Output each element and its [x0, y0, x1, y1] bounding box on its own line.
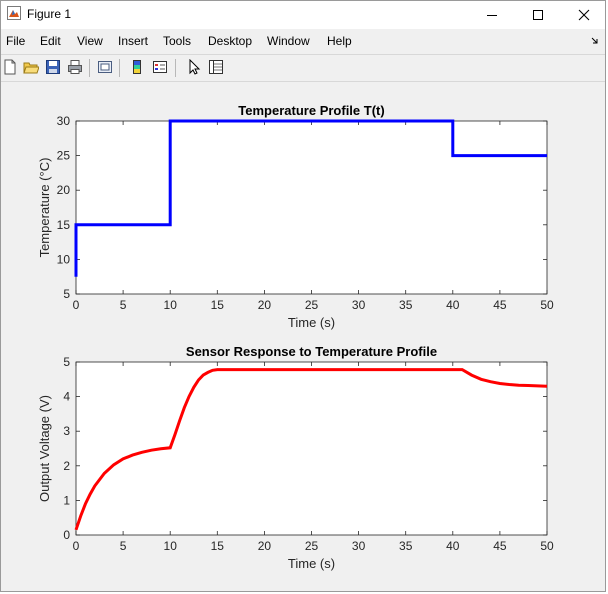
close-icon	[578, 9, 590, 21]
new-figure-icon	[4, 59, 16, 75]
title-bar[interactable]: Figure 1	[1, 1, 605, 29]
x-tick-label: 35	[399, 298, 413, 312]
save-icon	[46, 60, 60, 74]
menu-edit[interactable]: Edit	[40, 34, 61, 48]
y-tick-label: 25	[57, 149, 71, 163]
x-axis-label: Time (s)	[288, 556, 335, 571]
window-title: Figure 1	[27, 7, 72, 21]
x-tick-label: 30	[352, 298, 366, 312]
minimize-button[interactable]	[469, 1, 515, 29]
y-tick-label: 2	[63, 459, 70, 473]
property-inspector-icon	[209, 60, 223, 74]
x-tick-label: 40	[446, 539, 460, 553]
y-tick-label: 10	[57, 252, 71, 266]
print-icon	[68, 60, 82, 74]
menu-window[interactable]: Window	[267, 34, 310, 48]
x-tick-label: 25	[305, 298, 319, 312]
close-button[interactable]	[561, 1, 605, 29]
minimize-icon	[487, 15, 497, 16]
link-plot-button[interactable]	[96, 58, 114, 76]
edit-plot-icon	[189, 59, 201, 75]
x-tick-label: 50	[540, 539, 554, 553]
x-tick-label: 5	[120, 298, 127, 312]
x-tick-label: 20	[258, 539, 272, 553]
x-tick-label: 25	[305, 539, 319, 553]
insert-legend-button[interactable]	[151, 58, 169, 76]
series-line	[74, 119, 547, 277]
axes-title: Sensor Response to Temperature Profile	[186, 344, 437, 359]
print-button[interactable]	[66, 58, 84, 76]
insert-colorbar-button[interactable]	[128, 58, 146, 76]
figure-canvas: 0 5 10 15 20 25 30 35 40 45 50 5 10 15 20 25 30 Temperatu…	[1, 82, 605, 591]
x-axis-label: Time (s)	[288, 315, 335, 330]
x-tick-label: 10	[164, 298, 178, 312]
insert-colorbar-icon	[133, 60, 141, 74]
save-button[interactable]	[44, 58, 62, 76]
y-tick-label: 1	[63, 493, 70, 507]
y-tick-label: 5	[63, 287, 70, 301]
x-tick-label: 40	[446, 298, 460, 312]
y-axis-label: Temperature (°C)	[37, 158, 52, 258]
new-figure-button[interactable]	[1, 58, 19, 76]
y-axis-label: Output Voltage (V)	[37, 395, 52, 502]
menu-view[interactable]: View	[77, 34, 103, 48]
insert-legend-icon	[153, 61, 167, 73]
menu-file[interactable]: File	[6, 34, 26, 48]
open-file-button[interactable]	[22, 58, 40, 76]
maximize-icon	[533, 10, 543, 20]
dock-arrow-icon[interactable]	[591, 36, 599, 44]
axes-1-box	[75, 120, 548, 295]
property-inspector-button[interactable]	[207, 58, 225, 76]
toolbar-separator	[175, 59, 176, 77]
y-tick-label: 5	[63, 355, 70, 369]
menu-tools[interactable]: Tools	[163, 34, 192, 48]
y-tick-label: 4	[63, 390, 70, 404]
toolbar-separator	[89, 59, 90, 77]
menu-desktop[interactable]: Desktop	[208, 34, 253, 48]
x-tick-label: 0	[73, 298, 80, 312]
x-tick-label: 30	[352, 539, 366, 553]
menu-help[interactable]: Help	[327, 34, 352, 48]
maximize-button[interactable]	[515, 1, 561, 29]
axes-title: Temperature Profile T(t)	[238, 103, 384, 118]
open-file-icon	[23, 62, 39, 74]
y-tick-label: 3	[63, 424, 70, 438]
figure-svg: 0 5 10 15 20 25 30 35 40 45 5051015202530Temperatu…	[37, 103, 554, 571]
menu-bar: File Edit View Insert Tools Desktop Wind…	[1, 31, 605, 51]
x-tick-label: 20	[258, 298, 272, 312]
x-tick-label: 0	[73, 539, 80, 553]
x-tick-label: 5	[120, 539, 127, 553]
x-tick-label: 45	[493, 539, 507, 553]
menu-insert[interactable]: Insert	[118, 34, 149, 48]
link-plot-icon	[98, 61, 112, 73]
matlab-icon	[7, 6, 21, 20]
x-tick-label: 15	[211, 539, 225, 553]
x-tick-label: 35	[399, 539, 413, 553]
x-tick-label: 45	[493, 298, 507, 312]
x-tick-label: 50	[540, 298, 554, 312]
edit-plot-button[interactable]	[185, 58, 203, 76]
x-tick-label: 10	[164, 539, 178, 553]
y-tick-label: 15	[57, 218, 71, 232]
x-tick-label: 15	[211, 298, 225, 312]
y-tick-label: 20	[57, 183, 71, 197]
axes-2-box	[75, 361, 548, 536]
y-tick-label: 0	[63, 528, 70, 542]
toolbar-separator	[119, 59, 120, 77]
y-tick-label: 30	[57, 114, 71, 128]
figure-toolbar	[1, 54, 605, 82]
series-line	[74, 368, 548, 531]
